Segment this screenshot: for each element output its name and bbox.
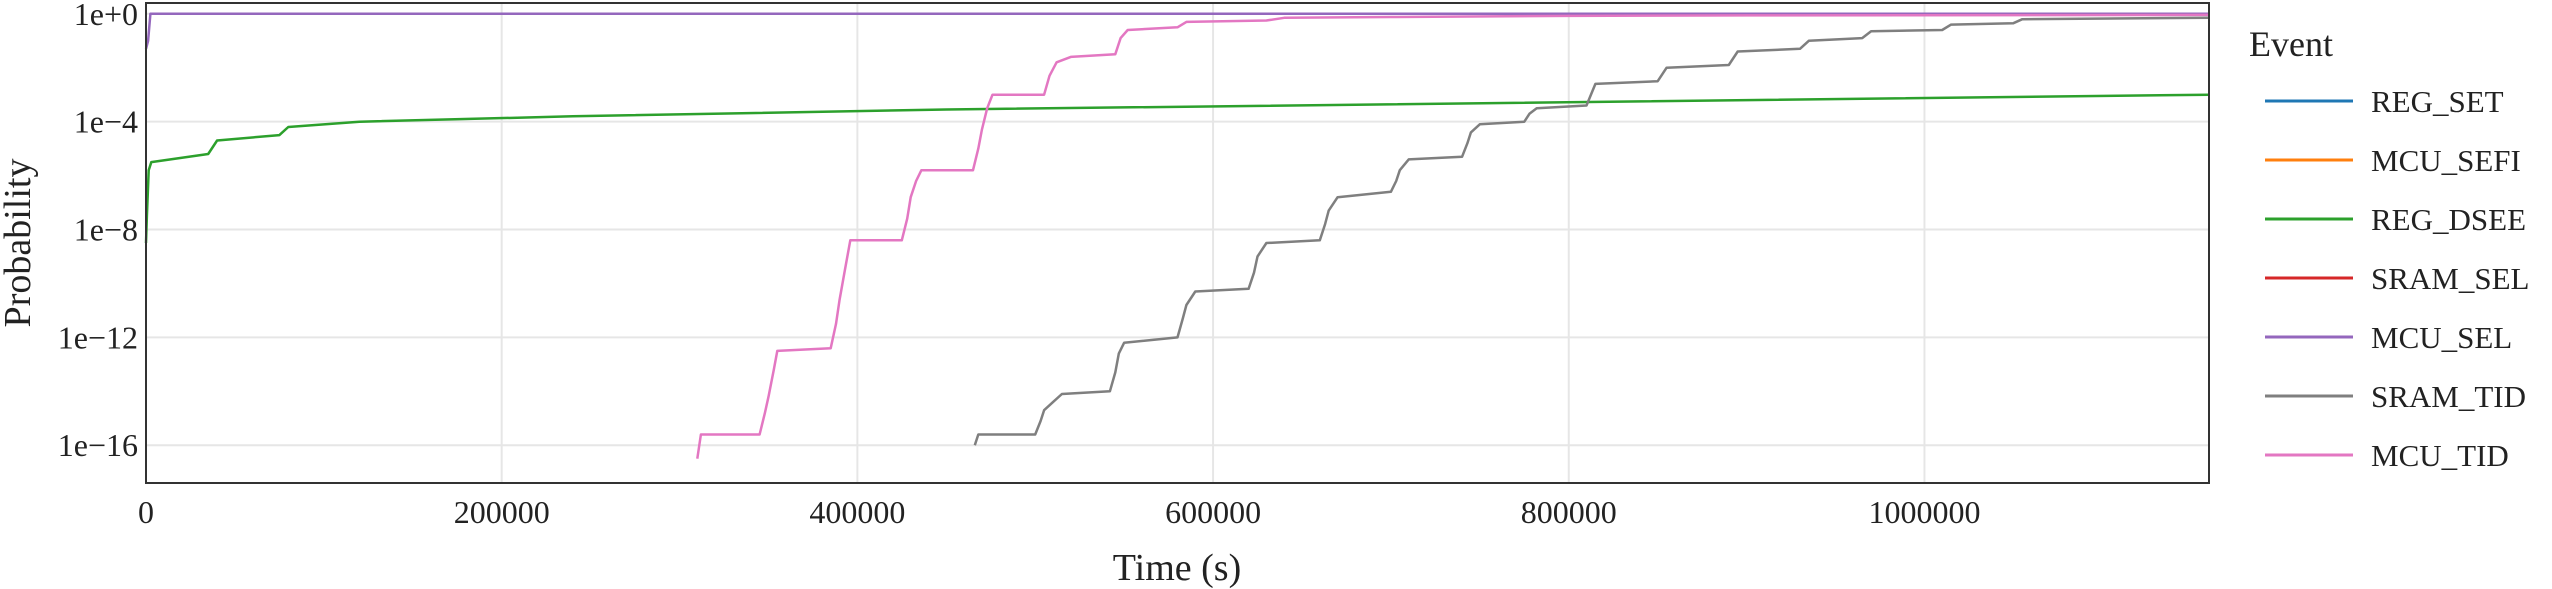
- x-axis-title: Time (s): [1113, 547, 1241, 589]
- plot-frame: [145, 2, 2210, 484]
- y-tick-label: 1e−16: [58, 427, 138, 463]
- y-tick-label: 1e−12: [58, 319, 138, 355]
- y-tick-labels: 1e+0 1e−4 1e−8 1e−12 1e−16: [58, 0, 138, 463]
- legend-label-mcu-sel: MCU_SEL: [2371, 320, 2512, 355]
- x-tick-label: 0: [138, 494, 154, 530]
- y-axis-title: Probability: [0, 159, 39, 328]
- legend: Event REG_SET MCU_SEFI REG_DSEE SRAM_SEL MCU…: [2249, 24, 2529, 473]
- series-line-mcu-tid: [696, 13, 2210, 459]
- x-tick-label: 800000: [1521, 494, 1617, 530]
- x-tick-label: 1000000: [1868, 494, 1980, 530]
- legend-title: Event: [2249, 24, 2333, 64]
- y-tick-label: 1e−4: [74, 104, 138, 140]
- legend-label-mcu-tid: MCU_TID: [2371, 438, 2509, 473]
- legend-label-sram-tid: SRAM_TID: [2371, 379, 2526, 414]
- legend-label-mcu-sefi: MCU_SEFI: [2371, 143, 2521, 178]
- series-lines: [144, 12, 2210, 459]
- plot-background: [146, 3, 2209, 483]
- x-tick-label: 600000: [1165, 494, 1261, 530]
- legend-label-reg-set: REG_SET: [2371, 84, 2504, 119]
- legend-label-reg-dsee: REG_DSEE: [2371, 202, 2526, 237]
- y-tick-label: 1e+0: [74, 0, 138, 32]
- series-line-sram-tid: [973, 16, 2210, 446]
- series-line-mcu-sel: [144, 12, 2209, 50]
- series-line-reg-dsee: [144, 93, 2210, 244]
- x-tick-label: 400000: [809, 494, 905, 530]
- legend-label-sram-sel: SRAM_SEL: [2371, 261, 2529, 296]
- x-tick-label: 200000: [454, 494, 550, 530]
- x-tick-labels: 0 200000 400000 600000 800000 1000000: [138, 494, 1980, 530]
- y-tick-label: 1e−8: [74, 212, 138, 248]
- legend-items: REG_SET MCU_SEFI REG_DSEE SRAM_SEL MCU_SEL SR…: [2265, 84, 2529, 473]
